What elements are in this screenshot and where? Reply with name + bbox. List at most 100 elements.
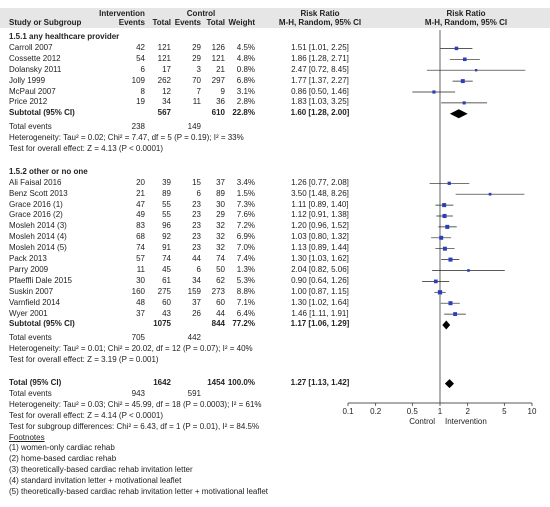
study-events-control: 6 — [196, 188, 201, 198]
study-events-intervention: 30 — [136, 275, 145, 285]
study-name: Carroll 2007 — [9, 42, 53, 52]
study-events-intervention: 8 — [140, 86, 145, 96]
grand-heterogeneity-text: Heterogeneity: Tau² = 0.03; Chi² = 45.99… — [9, 399, 262, 409]
study-events-intervention: 11 — [136, 264, 145, 274]
study-events-intervention: 109 — [131, 75, 145, 85]
effect-square — [467, 269, 470, 272]
header-control: Control — [186, 9, 216, 18]
summary-diamond — [442, 320, 451, 330]
study-total-control: 121 — [211, 53, 225, 63]
study-weight: 7.4% — [236, 254, 255, 264]
effect-square — [442, 246, 447, 251]
axis-tick-label: 10 — [528, 407, 537, 416]
plot-header-method: M-H, Random, 95% CI — [424, 18, 508, 27]
study-events-intervention: 68 — [136, 232, 145, 242]
subtotal-total-intervention: 1075 — [153, 319, 171, 329]
study-weight: 1.5% — [236, 188, 255, 198]
header-weight: Weight — [228, 18, 255, 27]
study-total-control: 9 — [220, 86, 225, 96]
study-events-control: 7 — [196, 86, 201, 96]
study-total-control: 29 — [216, 210, 225, 220]
heterogeneity-text: Heterogeneity: Tau² = 0.01; Chi² = 20.02… — [9, 344, 253, 354]
study-events-intervention: 54 — [136, 53, 145, 63]
study-total-intervention: 61 — [162, 275, 171, 285]
study-events-control: 15 — [192, 177, 201, 187]
study-events-control: 37 — [192, 297, 201, 307]
study-risk-ratio: 1.77 [1.37, 2.27] — [291, 75, 349, 85]
study-events-control: 34 — [192, 275, 201, 285]
study-total-intervention: 91 — [162, 243, 171, 253]
subgroup-title: 1.5.2 other or no one — [9, 166, 88, 176]
study-events-intervention: 21 — [136, 188, 145, 198]
footnote-item: (4) standard invitation letter + motivat… — [9, 476, 182, 486]
grand-total-events-control: 591 — [187, 388, 201, 398]
study-risk-ratio: 0.86 [0.50, 1.46] — [291, 86, 349, 96]
study-events-intervention: 47 — [136, 199, 145, 209]
study-events-control: 29 — [192, 53, 201, 63]
study-events-intervention: 57 — [136, 254, 145, 264]
effect-square — [447, 181, 451, 185]
effect-square — [442, 213, 447, 219]
header-total-intervention: Total — [152, 18, 171, 27]
summary-diamond — [449, 109, 468, 119]
study-total-intervention: 96 — [162, 221, 171, 231]
overall-effect-text: Test for overall effect: Z = 4.13 (P < 0… — [9, 144, 164, 153]
footnotes-title: Footnotes — [9, 432, 45, 442]
study-events-control: 23 — [192, 221, 201, 231]
study-name: Ali Faisal 2016 — [9, 177, 62, 187]
total-events-intervention: 238 — [131, 122, 145, 132]
study-events-control: 23 — [192, 199, 201, 209]
subtotal-label: Subtotal (95% CI) — [9, 319, 75, 329]
study-risk-ratio: 1.26 [0.77, 2.08] — [291, 177, 349, 187]
study-weight: 3.1% — [236, 86, 255, 96]
effect-square — [460, 79, 465, 84]
study-weight: 6.4% — [236, 308, 255, 318]
study-weight: 6.9% — [236, 232, 255, 242]
axis-tick-label: 0.5 — [407, 407, 419, 416]
total-events-control: 149 — [187, 122, 201, 132]
study-weight: 5.3% — [236, 275, 255, 285]
effect-square — [488, 192, 492, 196]
subtotal-total-intervention: 567 — [157, 108, 171, 118]
study-weight: 7.1% — [236, 297, 255, 307]
study-total-control: 74 — [216, 254, 225, 264]
total-events-label: Total events — [9, 122, 52, 132]
study-events-intervention: 19 — [136, 97, 145, 107]
study-total-control: 126 — [211, 42, 225, 52]
study-risk-ratio: 0.90 [0.64, 1.26] — [291, 275, 349, 285]
study-name: Parry 2009 — [9, 264, 49, 274]
favours-control-label: Control — [409, 417, 435, 426]
study-events-intervention: 37 — [136, 308, 145, 318]
study-risk-ratio: 1.46 [1.11, 1.91] — [291, 308, 349, 318]
total-total-control: 1454 — [207, 378, 225, 388]
subgroup-differences-text: Test for subgroup differences: Chi² = 6.… — [9, 421, 260, 431]
footnote-item: (5) theoretically-based cardiac rehab in… — [9, 487, 269, 497]
total-risk-ratio: 1.27 [1.13, 1.42] — [290, 378, 350, 388]
total-label: Total (95% CI) — [9, 378, 62, 388]
study-total-intervention: 121 — [157, 53, 171, 63]
study-name: Varnfield 2014 — [9, 297, 60, 307]
study-total-intervention: 39 — [162, 177, 171, 187]
study-risk-ratio: 1.03 [0.80, 1.32] — [291, 232, 349, 242]
study-events-control: 23 — [192, 243, 201, 253]
study-name: Price 2012 — [9, 97, 48, 107]
subtotal-weight: 22.8% — [232, 108, 255, 118]
study-events-intervention: 74 — [136, 243, 145, 253]
study-total-intervention: 34 — [162, 97, 171, 107]
heterogeneity-text: Heterogeneity: Tau² = 0.02; Chi² = 7.47,… — [9, 133, 244, 143]
axis-tick-label: 0.2 — [370, 407, 382, 416]
study-events-control: 29 — [192, 42, 201, 52]
header-method: M-H, Random, 95% CI — [278, 18, 362, 27]
study-total-intervention: 74 — [162, 254, 171, 264]
study-risk-ratio: 1.30 [1.03, 1.62] — [291, 254, 349, 264]
study-events-control: 26 — [192, 308, 201, 318]
header-events-intervention: Events — [118, 18, 145, 27]
study-total-control: 32 — [216, 232, 225, 242]
study-events-intervention: 42 — [136, 42, 145, 52]
study-total-control: 32 — [216, 243, 225, 253]
effect-square — [463, 57, 467, 62]
overall-effect-text: Test for overall effect: Z = 3.19 (P = 0… — [9, 355, 159, 365]
plot-header-title: Risk Ratio — [446, 9, 486, 18]
study-total-intervention: 262 — [157, 75, 171, 85]
study-weight: 8.8% — [236, 286, 255, 296]
